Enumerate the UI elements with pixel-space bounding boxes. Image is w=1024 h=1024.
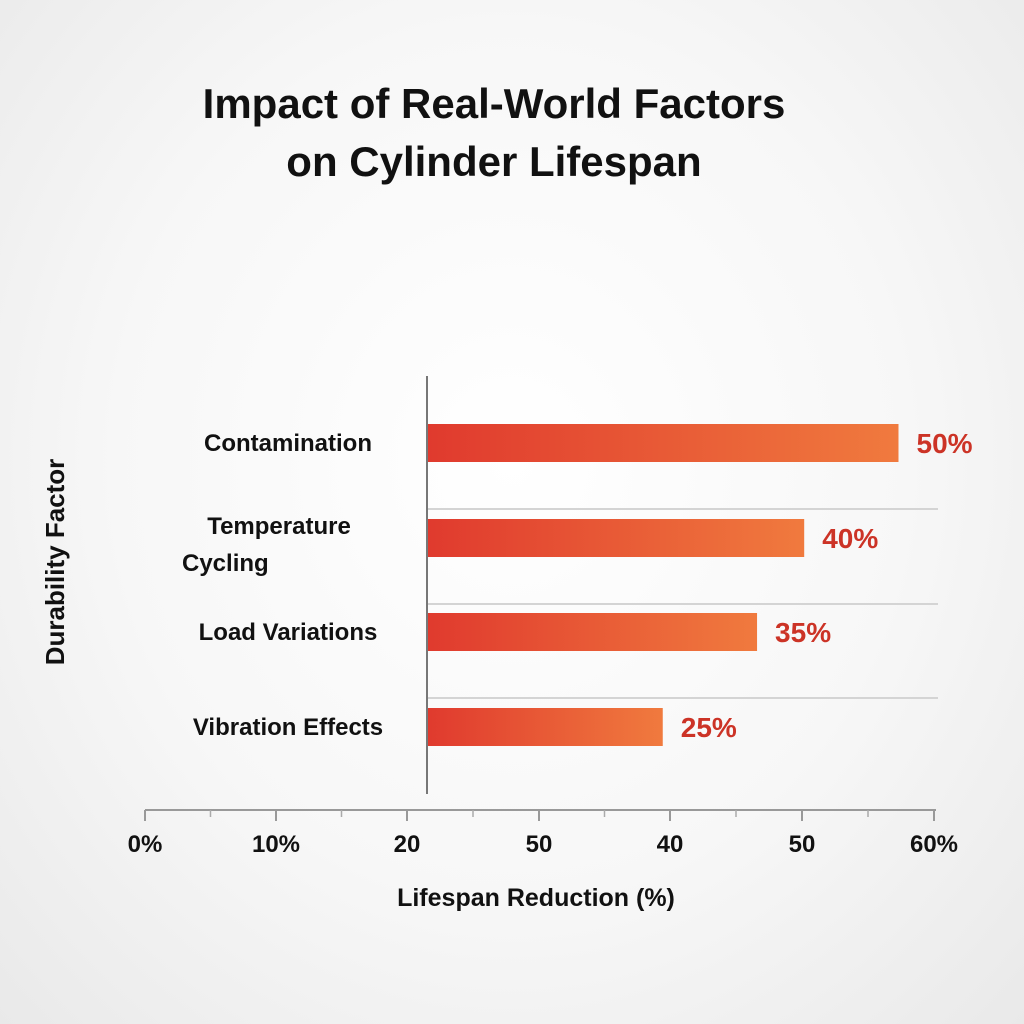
value-label: 50% [917, 428, 973, 459]
category-label: Cycling [182, 550, 269, 577]
chart-title-line-1: Impact of Real-World Factors [203, 80, 786, 127]
x-tick-label: 20 [394, 831, 421, 858]
bar [427, 708, 663, 746]
bar [427, 424, 899, 462]
value-labels: 50% 40% 35% 25% [681, 428, 973, 743]
chart-title-line-2: on Cylinder Lifespan [286, 138, 701, 185]
x-axis-tick-labels: 0% 10% 20 50 40 50 60% [128, 831, 958, 858]
bars [427, 424, 899, 746]
category-label: Load Variations [199, 619, 378, 646]
x-tick-label: 50 [526, 831, 553, 858]
bar [427, 613, 758, 651]
y-axis-title: Durability Factor [40, 459, 70, 666]
bar [427, 519, 805, 557]
x-tick-label: 10% [252, 831, 300, 858]
x-axis-title: Lifespan Reduction (%) [397, 884, 675, 912]
category-label: Vibration Effects [193, 714, 383, 741]
chart-title: Impact of Real-World Factors on Cylinder… [203, 80, 786, 185]
value-label: 40% [822, 523, 878, 554]
value-label: 25% [681, 712, 737, 743]
x-tick-label: 0% [128, 831, 163, 858]
x-axis-ticks [144, 810, 935, 821]
x-tick-label: 50 [789, 831, 816, 858]
category-labels: Contamination Temperature Cycling Load Vari… [182, 430, 383, 741]
category-label: Temperature [207, 513, 351, 540]
category-label: Contamination [204, 430, 372, 457]
value-label: 35% [775, 617, 831, 648]
x-tick-label: 40 [657, 831, 684, 858]
gridlines [427, 508, 938, 699]
x-tick-label: 60% [910, 831, 958, 858]
